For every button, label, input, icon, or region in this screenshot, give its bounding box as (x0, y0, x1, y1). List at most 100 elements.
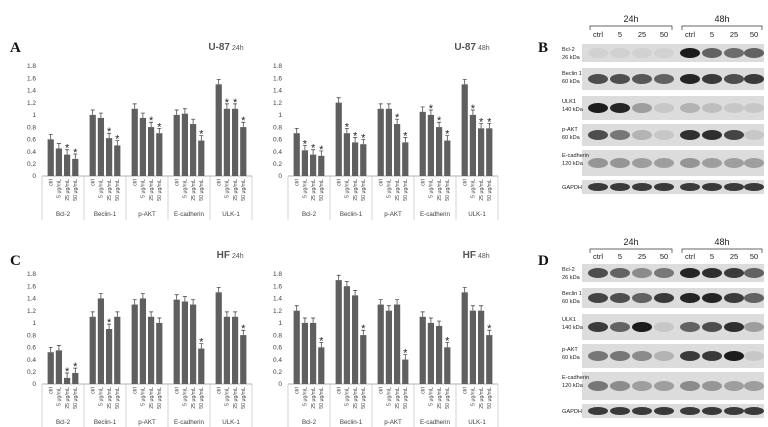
chart-title: U-87 (454, 42, 476, 53)
protein-label: ULK1 (562, 99, 576, 105)
x-tick-label: 5 μg/mL (99, 387, 105, 406)
x-tick-label: ctrl (463, 387, 469, 394)
blot-band (744, 103, 764, 113)
x-tick-label: 5 μg/mL (303, 179, 309, 198)
blot-band (610, 158, 630, 168)
blot-band (654, 103, 674, 113)
y-tick-label: 0.2 (273, 369, 282, 376)
x-tick-label: ctrl (337, 387, 343, 394)
x-tick-label: 5 μg/mL (183, 387, 189, 406)
error-bar (487, 123, 492, 129)
error-bar (191, 299, 196, 305)
lane-label: ctrl (685, 252, 695, 261)
blot-band (610, 74, 630, 84)
bar (55, 350, 63, 384)
bar (215, 84, 222, 176)
bar (189, 124, 197, 176)
significance-mark: * (199, 129, 204, 141)
bar (309, 322, 317, 384)
x-tick-label: 25 μg/mL (149, 179, 155, 201)
error-bar (174, 294, 179, 300)
blot-band (588, 183, 608, 191)
lane-label: 5 (618, 30, 622, 39)
chart-title: HF (217, 250, 230, 261)
blot-band (702, 158, 722, 168)
bar (293, 310, 300, 384)
error-bar (445, 342, 450, 348)
x-tick-label: ctrl (91, 179, 97, 186)
blot-band (588, 268, 608, 278)
blot-band (588, 293, 608, 303)
significance-mark: * (233, 97, 238, 109)
blot-band (702, 74, 722, 84)
error-bar (73, 153, 78, 159)
bar (335, 280, 342, 384)
error-bar (353, 290, 358, 296)
protein-label: Beclin 1 (562, 71, 582, 77)
blot-band (610, 48, 630, 58)
bar (402, 142, 409, 176)
protein-label: ULK1 (562, 317, 576, 323)
bar (47, 139, 54, 176)
error-bar (149, 121, 154, 128)
bar (318, 347, 325, 384)
bar (419, 316, 426, 384)
error-bar (216, 287, 221, 293)
bar (427, 322, 435, 384)
x-tick-label: 50 μg/mL (319, 179, 325, 201)
error-bar (65, 149, 70, 155)
x-tick-label: 50 μg/mL (73, 179, 79, 201)
bar (486, 335, 493, 384)
significance-mark: * (361, 323, 366, 335)
x-group-label: E-cadherin (420, 211, 450, 218)
bar (47, 352, 54, 384)
time-label: 48h (714, 237, 729, 247)
x-tick-label: 50 μg/mL (241, 387, 247, 409)
x-group-label: ULK-1 (468, 211, 486, 218)
error-bar (344, 127, 349, 134)
blot-band (632, 158, 652, 168)
error-bar (132, 103, 137, 109)
x-group-label: Beclin-1 (340, 211, 363, 218)
blot-band (654, 351, 674, 361)
error-bar (65, 372, 70, 378)
error-bar (294, 305, 299, 311)
bar (301, 322, 309, 384)
time-label: 48h (714, 14, 729, 24)
error-bar (90, 311, 95, 317)
error-bar (107, 132, 112, 139)
x-tick-label: 25 μg/mL (311, 179, 317, 201)
bar (377, 108, 384, 176)
y-tick-label: 0.8 (273, 124, 282, 131)
error-bar (470, 109, 475, 115)
protein-size: 26 kDa (562, 55, 581, 61)
x-tick-label: 50 μg/mL (157, 387, 163, 409)
blot-band (654, 381, 674, 391)
blot-band (702, 268, 722, 278)
blot-band (744, 351, 764, 361)
significance-mark: * (65, 143, 70, 155)
time-bracket (681, 25, 763, 30)
x-tick-label: 5 μg/mL (303, 387, 309, 406)
x-tick-label: 25 μg/mL (437, 387, 443, 409)
significance-mark: * (479, 116, 484, 128)
lane-label: 25 (730, 252, 738, 261)
x-tick-label: 25 μg/mL (149, 387, 155, 409)
x-tick-label: ctrl (133, 179, 139, 186)
panel-label: B (538, 40, 548, 56)
y-tick-label: 1.8 (273, 63, 282, 70)
blot-band (724, 183, 744, 191)
blot-band (724, 351, 744, 361)
error-bar (107, 323, 112, 329)
y-tick-label: 1 (32, 320, 36, 327)
blot-band (724, 103, 744, 113)
x-group-label: ULK-1 (222, 211, 240, 218)
error-bar (378, 103, 383, 109)
bar (231, 316, 239, 384)
x-tick-label: 50 μg/mL (361, 387, 367, 409)
blot-band (724, 322, 744, 332)
x-group-label: p-AKT (138, 419, 156, 426)
x-tick-label: 50 μg/mL (115, 179, 121, 201)
y-tick-label: 1.6 (27, 75, 36, 82)
significance-mark: * (311, 143, 316, 155)
